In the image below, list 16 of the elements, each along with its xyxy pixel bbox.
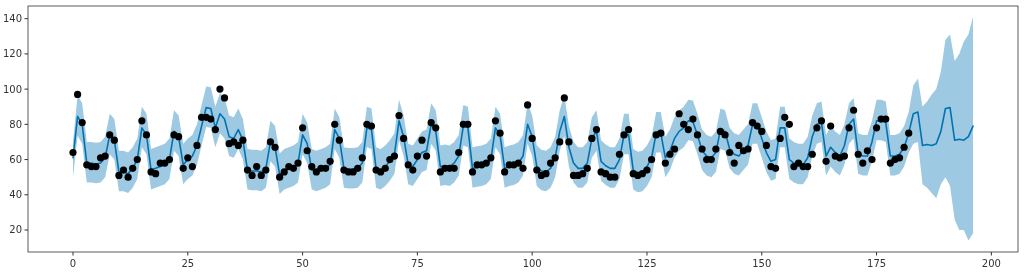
y-tick-label: 140: [2, 13, 22, 25]
y-tick-label: 100: [2, 83, 22, 95]
x-tick-label: 75: [411, 258, 424, 269]
y-tick-label: 60: [9, 154, 22, 166]
x-tick-label: 150: [752, 258, 772, 269]
y-tick-label: 80: [9, 118, 22, 130]
x-tick-label: 50: [296, 258, 309, 269]
y-tick-label: 20: [9, 224, 22, 236]
y-tick-label: 40: [9, 189, 22, 201]
x-tick-label: 175: [867, 258, 887, 269]
x-tick-label: 200: [981, 258, 1001, 269]
x-tick-label: 100: [522, 258, 542, 269]
y-tick-label: 120: [2, 48, 22, 60]
x-tick-label: 0: [69, 258, 77, 269]
x-tick-label: 125: [637, 258, 657, 269]
x-tick-label: 25: [181, 258, 195, 269]
